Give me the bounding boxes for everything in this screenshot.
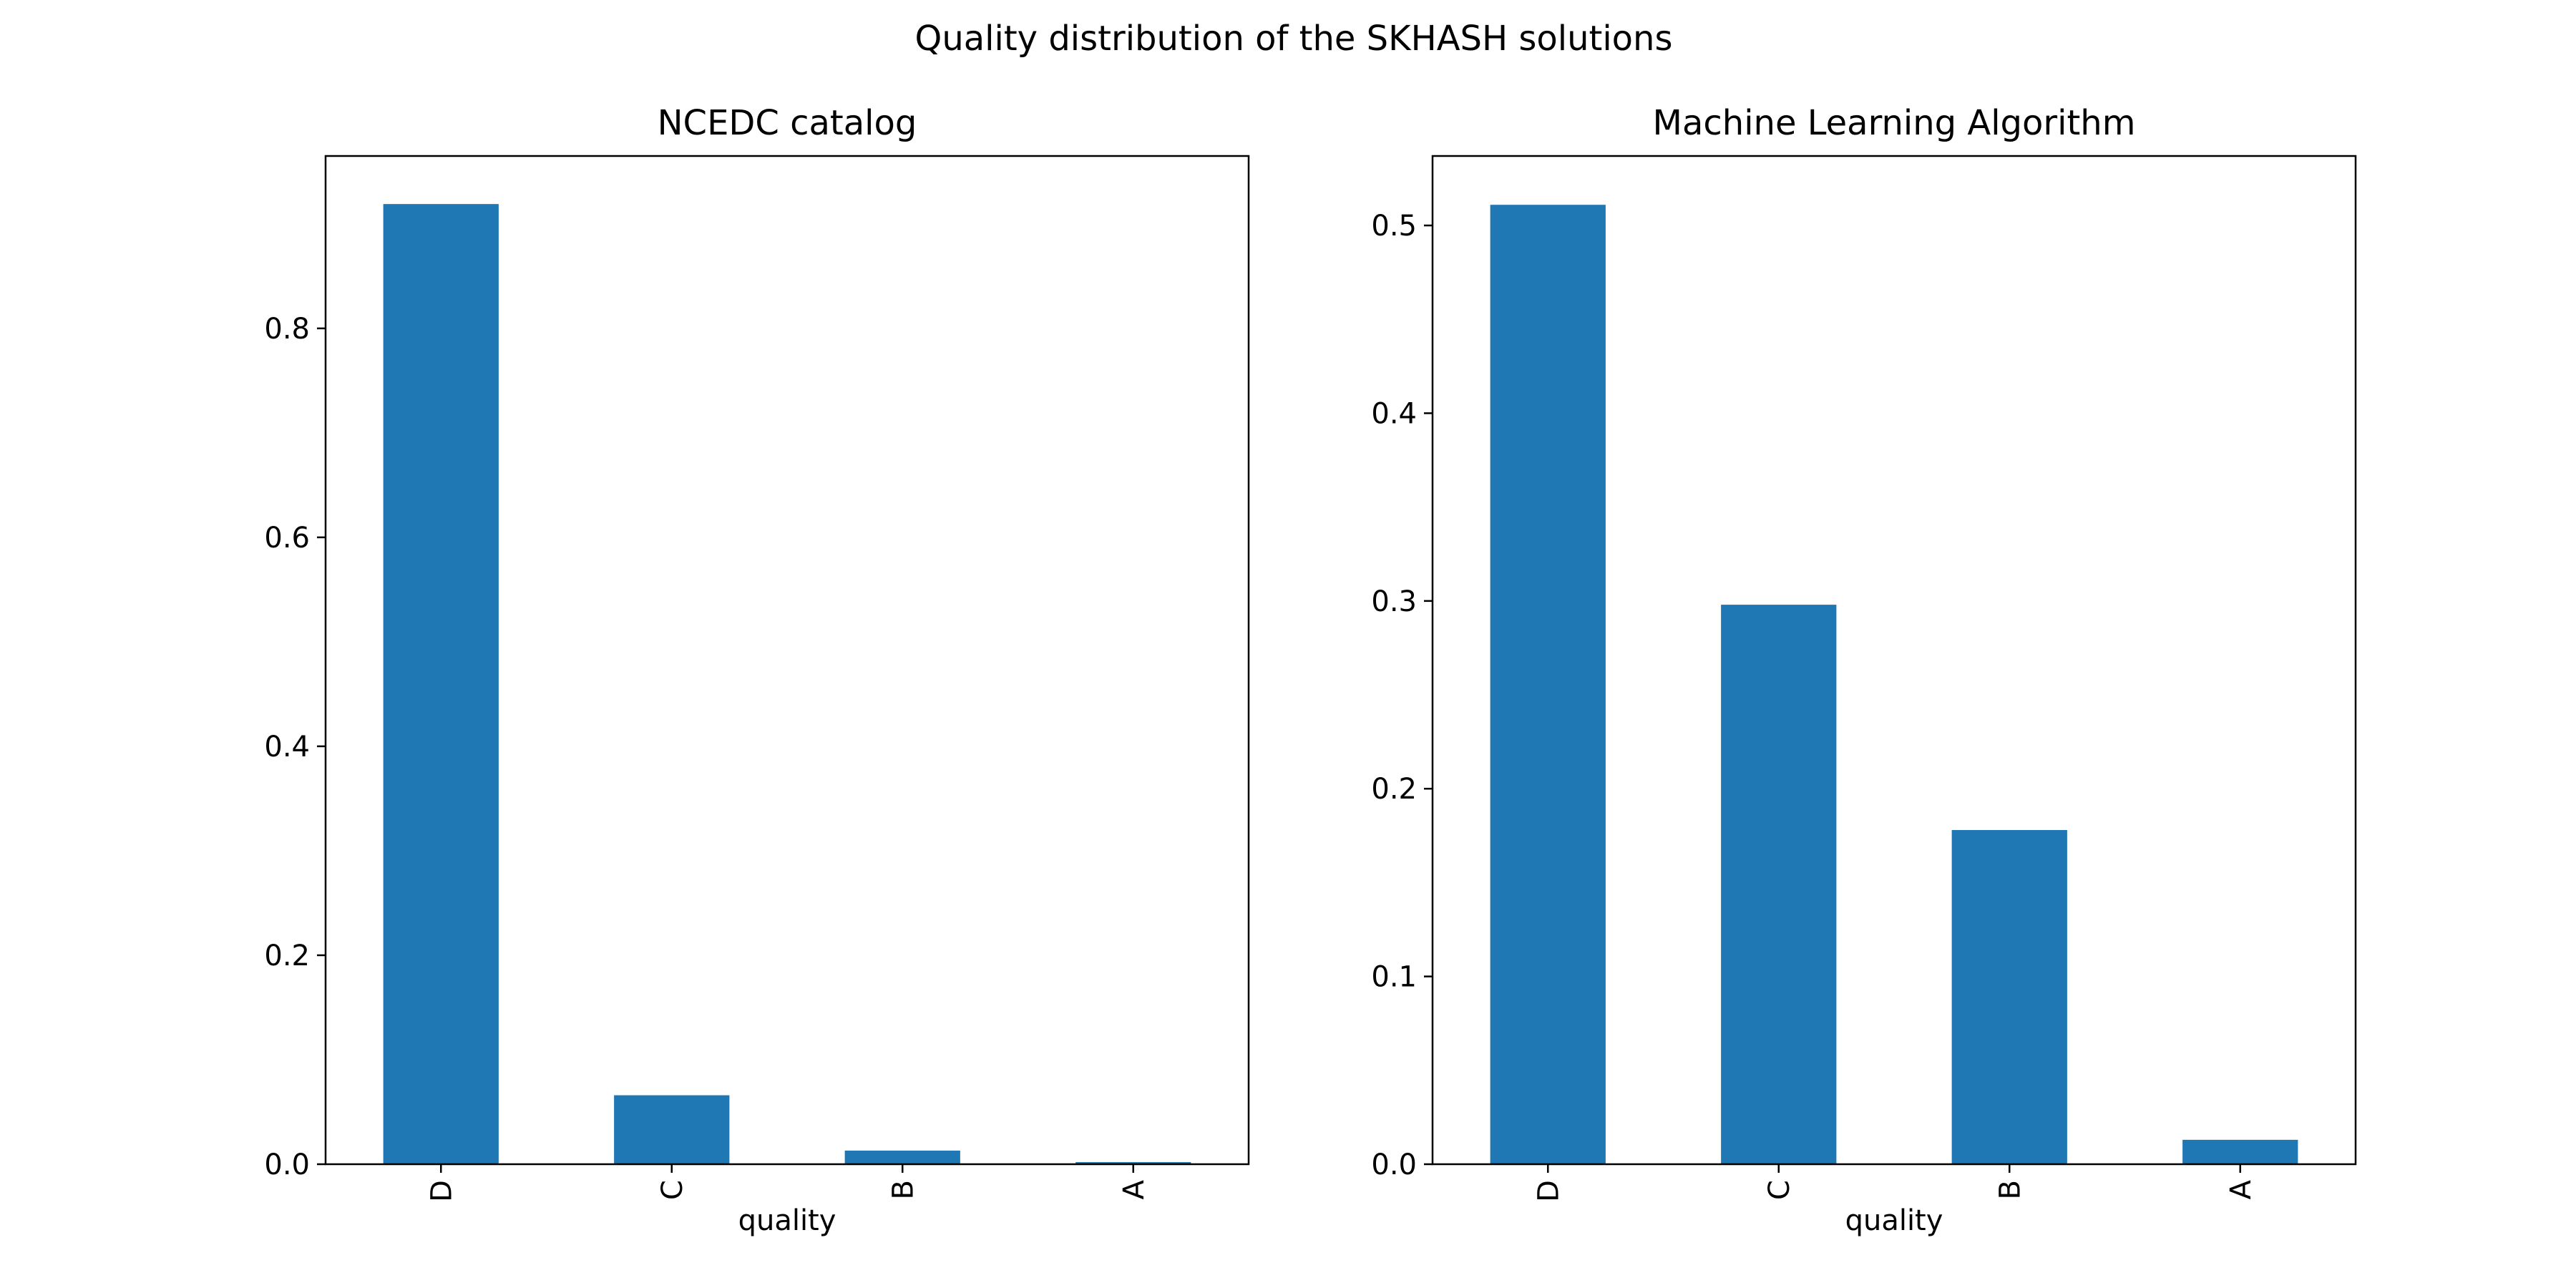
y-tick-label: 0.2: [264, 940, 310, 972]
axes-frame: [1431, 155, 2357, 1166]
bar-a: [1075, 1162, 1191, 1164]
subplot-title: NCEDC catalog: [658, 103, 917, 143]
subplot-ncedc-catalog: 0.0 0.2 0.4 0.6 0.8 D C B A NCEDC catalog quality: [264, 103, 1250, 1237]
x-tick-label-a: A: [1118, 1179, 1151, 1199]
y-tick-label: 0.3: [1371, 585, 1417, 618]
y-tick-label: 0.2: [1371, 773, 1417, 806]
bar-d: [383, 204, 499, 1164]
x-tick-label-a: A: [2225, 1179, 2258, 1199]
axes-frame: [324, 155, 1250, 1166]
x-tick-label-c: C: [1763, 1180, 1796, 1200]
x-tick-label-b: B: [887, 1180, 919, 1199]
x-tick-label-c: C: [656, 1180, 689, 1200]
bar-d: [1490, 205, 1606, 1165]
subplot-machine-learning-algorithm: 0.0 0.1 0.2 0.3 0.4 0.5 D C B A Machine Learning A…: [1371, 103, 2357, 1237]
bar-c: [1721, 605, 1837, 1164]
subplot-title: Machine Learning Algorithm: [1653, 103, 2136, 143]
y-tick-label: 0.4: [1371, 397, 1417, 430]
bar-c: [614, 1095, 730, 1164]
y-tick-label: 0.0: [264, 1148, 310, 1181]
x-tick-label-d: D: [1532, 1180, 1565, 1202]
figure-suptitle: Quality distribution of the SKHASH solut…: [915, 19, 1673, 59]
bar-b: [844, 1151, 960, 1164]
y-tick-label: 0.4: [264, 731, 310, 763]
x-tick-label-b: B: [1994, 1180, 2026, 1199]
y-tick-label: 0.1: [1371, 961, 1417, 994]
bar-a: [2182, 1139, 2298, 1164]
x-tick-label-d: D: [425, 1180, 458, 1202]
x-axis-label: quality: [1845, 1204, 1943, 1237]
x-axis-label: quality: [738, 1204, 836, 1237]
y-tick-label: 0.5: [1371, 210, 1417, 243]
y-tick-label: 0.6: [264, 522, 310, 555]
bar-b: [1951, 829, 2067, 1164]
y-tick-label: 0.8: [264, 313, 310, 346]
y-tick-label: 0.0: [1371, 1148, 1417, 1181]
